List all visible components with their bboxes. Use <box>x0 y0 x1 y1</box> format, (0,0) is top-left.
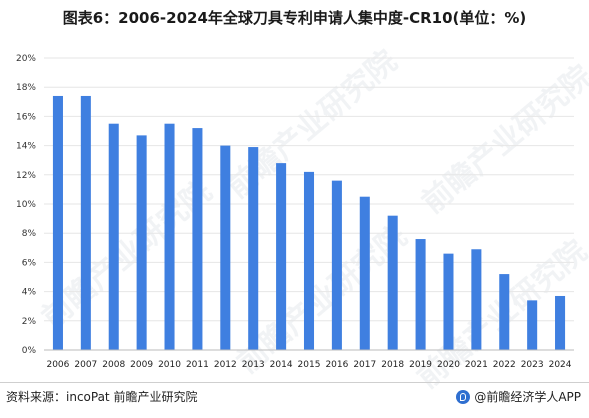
bar-2013 <box>248 147 259 350</box>
x-tick-label: 2011 <box>186 360 209 370</box>
x-tick-label: 2016 <box>325 360 348 370</box>
x-tick-label: 2013 <box>242 360 265 370</box>
x-tick-label: 2020 <box>437 360 460 370</box>
bar-2017 <box>359 196 370 350</box>
x-tick-label: 2012 <box>214 360 237 370</box>
y-tick-label: 16% <box>16 112 36 122</box>
chart-title: 图表6：2006-2024年全球刀具专利申请人集中度-CR10(单位：%) <box>62 9 527 27</box>
x-tick-label: 2009 <box>130 360 153 370</box>
y-tick-label: 2% <box>22 317 37 327</box>
bar-2021 <box>471 249 482 350</box>
bar-2007 <box>80 95 91 351</box>
bar-2023 <box>527 300 538 350</box>
bar-2016 <box>331 180 342 350</box>
y-tick-label: 14% <box>16 142 36 152</box>
y-axis-ticks: 0% 2% 4% 6% 8% 10% 12% 14% 16% 18% 20% <box>16 54 36 356</box>
x-tick-label: 2008 <box>102 360 125 370</box>
y-tick-label: 6% <box>22 258 37 268</box>
bar-2012 <box>220 145 231 350</box>
y-tick-label: 0% <box>22 346 37 356</box>
x-tick-label: 2021 <box>465 360 488 370</box>
y-tick-label: 18% <box>16 83 36 93</box>
bar-2015 <box>303 171 315 350</box>
x-tick-label: 2017 <box>353 360 376 370</box>
bar-2022 <box>499 274 510 350</box>
x-tick-label: 2010 <box>158 360 181 370</box>
brand-credit-label: @前瞻经济学人APP <box>474 390 581 404</box>
bar-2009 <box>136 135 147 350</box>
bar-2008 <box>108 123 119 350</box>
x-axis-ticks: 2006 2007 2008 2009 2010 2011 2012 2013 2014 2015… <box>46 360 571 370</box>
x-tick-label: 2007 <box>74 360 97 370</box>
y-tick-label: 12% <box>16 171 36 181</box>
source-note: 资料来源：incoPat 前瞻产业研究院 <box>6 390 198 404</box>
bar-2011 <box>192 128 203 350</box>
bar-2010 <box>164 123 175 350</box>
x-tick-label: 2015 <box>298 360 321 370</box>
y-tick-label: 8% <box>22 229 37 239</box>
x-tick-label: 2022 <box>493 360 516 370</box>
x-tick-label: 2019 <box>409 360 432 370</box>
y-tick-label: 20% <box>16 54 36 64</box>
x-tick-label: 2006 <box>46 360 69 370</box>
x-tick-label: 2023 <box>521 360 544 370</box>
bar-2014 <box>276 163 287 350</box>
bars <box>52 95 566 351</box>
y-tick-label: 4% <box>22 288 37 298</box>
bar-chart: 0%2%4%6%8%10%12%14%16%18%20% 2006 2007 200… <box>16 54 574 370</box>
x-tick-label: 2018 <box>381 360 404 370</box>
footer-divider <box>0 382 589 383</box>
y-tick-label: 10% <box>16 200 36 210</box>
bar-2024 <box>555 295 566 350</box>
brand-logo-icon <box>456 389 471 404</box>
x-tick-label: 2024 <box>549 360 572 370</box>
x-tick-label: 2014 <box>270 360 293 370</box>
bar-2006 <box>52 95 63 351</box>
bar-2019 <box>415 239 426 350</box>
bar-2018 <box>387 215 398 350</box>
bar-2020 <box>443 253 454 350</box>
brand-credit: @前瞻经济学人APP <box>456 388 581 405</box>
